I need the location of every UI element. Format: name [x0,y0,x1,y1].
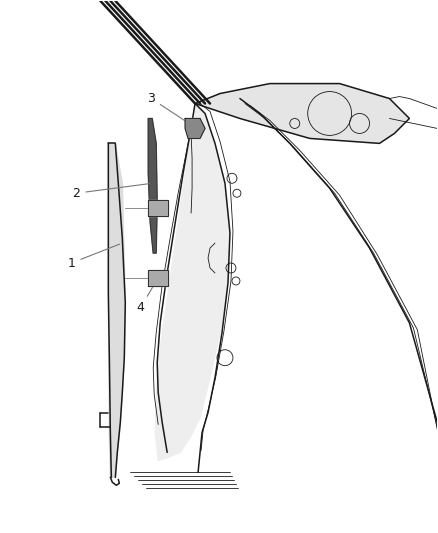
Text: 3: 3 [147,92,190,124]
Polygon shape [148,200,168,216]
Text: 4: 4 [136,280,157,314]
Text: 1: 1 [67,244,120,270]
Polygon shape [148,270,168,286]
Polygon shape [155,103,230,461]
Polygon shape [148,118,157,253]
Polygon shape [185,118,205,139]
Polygon shape [108,143,125,478]
Polygon shape [195,84,410,143]
Text: 2: 2 [73,184,149,200]
